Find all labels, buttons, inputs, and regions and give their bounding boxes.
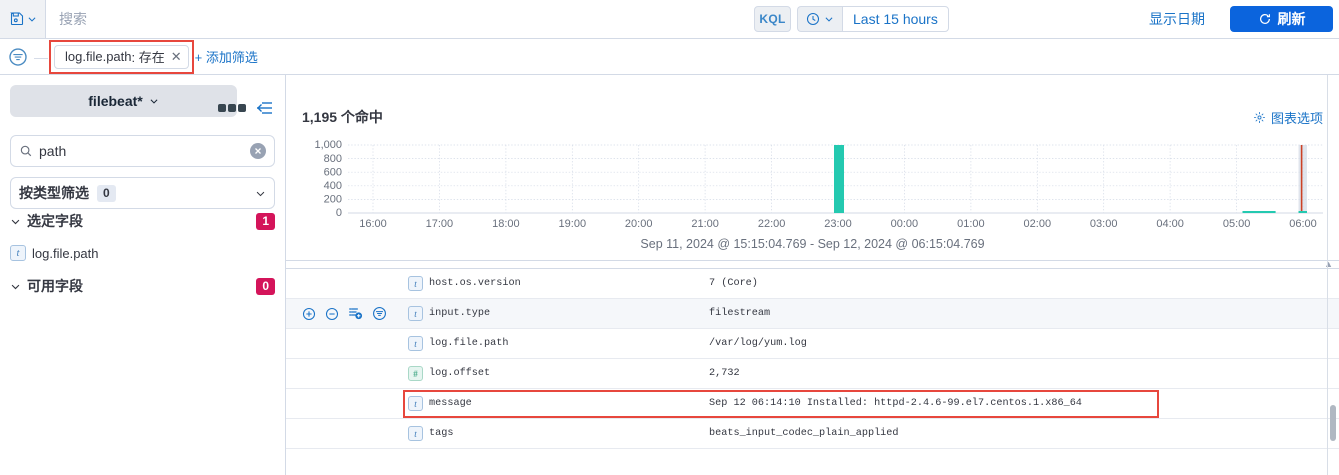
svg-text:200: 200 <box>324 194 342 206</box>
svg-text:20:00: 20:00 <box>625 218 653 230</box>
svg-text:17:00: 17:00 <box>426 218 454 230</box>
svg-text:06:00: 06:00 <box>1289 218 1317 230</box>
svg-text:600: 600 <box>324 166 342 178</box>
svg-text:23:00: 23:00 <box>824 218 852 230</box>
svg-text:22:00: 22:00 <box>758 218 786 230</box>
svg-text:0: 0 <box>336 207 342 219</box>
svg-text:03:00: 03:00 <box>1090 218 1118 230</box>
svg-text:04:00: 04:00 <box>1156 218 1184 230</box>
svg-text:02:00: 02:00 <box>1024 218 1052 230</box>
svg-text:05:00: 05:00 <box>1223 218 1251 230</box>
svg-text:01:00: 01:00 <box>957 218 985 230</box>
svg-text:16:00: 16:00 <box>359 218 387 230</box>
svg-text:400: 400 <box>324 180 342 192</box>
svg-text:18:00: 18:00 <box>492 218 520 230</box>
svg-text:1,000: 1,000 <box>314 139 342 151</box>
svg-text:800: 800 <box>324 153 342 165</box>
svg-text:00:00: 00:00 <box>891 218 919 230</box>
svg-text:21:00: 21:00 <box>691 218 719 230</box>
svg-text:19:00: 19:00 <box>559 218 587 230</box>
